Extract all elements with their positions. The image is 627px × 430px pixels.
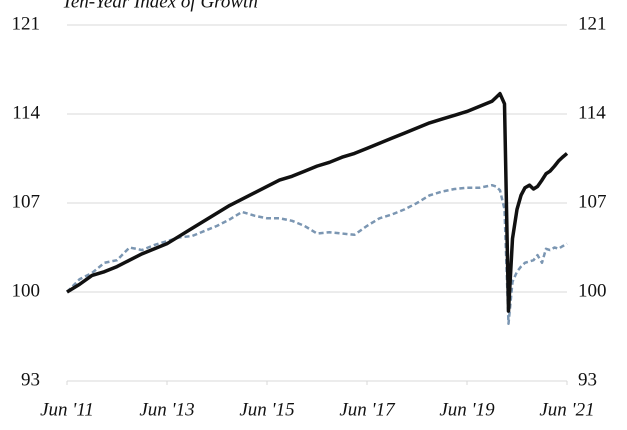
x-tick-label: Jun '15 [239, 399, 294, 420]
line-series [66, 183, 568, 326]
line-series [66, 91, 569, 313]
y2-tick-label: 114 [578, 102, 606, 123]
x-tick-label: Jun '13 [139, 399, 194, 420]
y-tick-label: 121 [12, 13, 41, 34]
chart-title: Ten-Year Index of Growth [62, 0, 258, 12]
y-tick-label: 107 [12, 191, 41, 212]
y2-tick-label: 100 [578, 280, 607, 301]
y2-tick-label: 121 [578, 13, 607, 34]
y2-tick-label: 93 [578, 369, 597, 390]
y-tick-label: 100 [12, 280, 41, 301]
x-tick-label: Jun '19 [439, 399, 495, 420]
x-tick-label: Jun '21 [539, 399, 594, 420]
x-tick-label: Jun '11 [40, 399, 94, 420]
y2-tick-label: 107 [578, 191, 607, 212]
y-tick-label: 114 [12, 102, 40, 123]
x-tick-label: Jun '17 [339, 399, 396, 420]
y-tick-label: 93 [21, 369, 40, 390]
